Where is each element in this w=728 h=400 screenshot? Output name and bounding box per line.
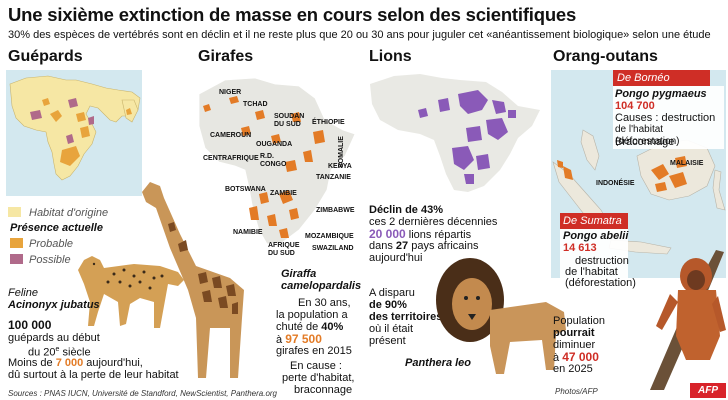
legend-probable-swatch [10,238,23,248]
borneo-latin: Pongo pygmaeus [615,88,707,100]
cheetah-photo [74,250,186,330]
map-label-tchad: TCHAD [243,101,268,108]
map-label-soudan: SOUDAN DU SUD [274,113,305,128]
borneo-count: 104 700 [615,100,655,112]
borneo-cause-1: Causes : destruction [615,112,716,124]
borneo-cause-2: de l'habitat (déforestation) [615,124,680,147]
cheetah-count-text-2: du 20e siècle [28,346,91,359]
giraffe-map [195,70,362,266]
cheetah-count: 100 000 [8,318,52,332]
lion-decline-4: dans 27 pays africains [369,240,479,252]
map-label-botswana: BOTSWANA [225,186,266,193]
orangutan-future-2: pourrait [553,327,595,339]
lion-gone-2: de 90% [369,299,407,311]
giraffe-pop-2: la population a [276,309,348,321]
legend-possible-label: Possible [29,254,71,266]
lion-gone-4: où il était [369,323,414,335]
lion-decline-5: aujourd'hui [369,252,423,264]
legend-probable-label: Probable [29,238,74,250]
map-label-cameroun: CAMEROUN [210,132,252,139]
lion-map [368,70,546,194]
orangutan-future-3: diminuer [553,339,596,351]
sources-credit: Sources : PNAS IUCN, Université de Stand… [8,389,278,398]
map-label-ouganda: OUGANDA [256,141,293,148]
map-label-zimbabwe: ZIMBABWE [316,207,355,214]
map-label-indonesie: INDONÉSIE [596,180,635,187]
borneo-cause-3: Braconnage [615,136,675,148]
map-label-malaisie: MALAISIE [670,160,704,167]
giraffe-photo [140,178,252,382]
giraffe-pop-1: En 30 ans, [298,297,351,309]
legend-possible-swatch [10,254,23,264]
sumatra-banner [560,213,628,229]
borneo-label: De Bornéo [617,72,670,84]
cheetah-map [6,70,142,196]
lion-decline-1: Déclin de 43% [369,204,443,216]
sumatra-info-box [560,229,628,287]
map-label-afrique-du-sud: AFRIQUE DU SUD [268,242,300,257]
legend-origin-label: Habitat d'origine [29,207,109,219]
sumatra-latin: Pongo abelii [563,230,629,242]
page-subtitle: 30% des espèces de vertébrés sont en déc… [8,29,711,41]
photo-credit: Photos/AFP [555,387,598,396]
map-label-swaziland: SWAZILAND [312,245,354,252]
lion-decline-3: 20 000 lions répartis [369,227,472,241]
giraffe-pop-5: girafes en 2015 [276,345,352,357]
lion-photo [430,250,570,382]
giraffe-pop-4: à 97 500 [276,332,322,346]
map-label-mozambique: MOZAMBIQUE [305,233,354,240]
orangutan-future-5: en 2025 [553,363,593,375]
giraffe-latin-1: Giraffa [281,268,317,280]
cheetah-count-text-1: guépards au début [8,332,100,344]
sumatra-cause-2: de l'habitat [565,266,618,278]
lion-latin: Panthera leo [405,357,472,369]
lion-gone-1: A disparu [369,287,415,299]
sumatra-cause-3: (déforestation) [565,277,636,289]
cheetah-latin-2: Acinonyx jubatus [8,299,100,311]
map-label-kenya: KENYA [328,163,352,170]
orangutan-header: Orang-outans [553,48,658,65]
sumatra-cause-1: destruction [575,255,629,267]
giraffe-cause-3: braconnage [294,384,353,396]
map-label-rdc: R.D. CONGO [260,153,287,168]
giraffe-pop-3: chuté de 40% [276,321,344,333]
afp-logo: AFP [690,383,726,398]
cheetah-cause: dû surtout à la perte de leur habitat [8,369,179,381]
lion-gone-3: des territoires [369,311,443,323]
sumatra-count: 14 613 [563,242,597,254]
borneo-info-box [613,86,724,149]
legend-origin-swatch [8,207,21,217]
sumatra-label: De Sumatra [563,215,622,227]
giraffe-header: Girafes [198,48,254,65]
cheetah-now: Moins de 7 000 aujourd'hui, [8,357,143,369]
map-label-niger: NIGER [219,89,242,96]
orangutan-photo [640,240,728,390]
giraffe-cause-1: En cause : [290,360,342,372]
map-label-zambie: ZAMBIE [270,190,297,197]
page-title: Une sixième extinction de masse en cours… [8,4,577,25]
giraffe-cause-2: perte d'habitat, [282,372,355,384]
map-label-tanzanie: TANZANIE [316,174,351,181]
giraffe-latin-2: camelopardalis [281,280,362,292]
legend-present-title: Présence actuelle [10,222,103,234]
map-label-centrafrique: CENTRAFRIQUE [203,155,259,162]
orangutan-future-4: à 47 000 [553,350,599,364]
lion-header: Lions [369,48,412,65]
lion-decline-2: ces 2 dernières décennies [369,216,498,228]
orangutan-future-1: Population [553,315,605,327]
map-label-namibie: NAMIBIE [233,229,263,236]
cheetah-header: Guépards [8,48,83,65]
lion-gone-5: présent [369,335,406,347]
map-label-ethiopie: ÉTHIOPIE [312,119,345,126]
cheetah-latin-1: Feline [8,287,38,299]
borneo-banner [613,70,710,86]
